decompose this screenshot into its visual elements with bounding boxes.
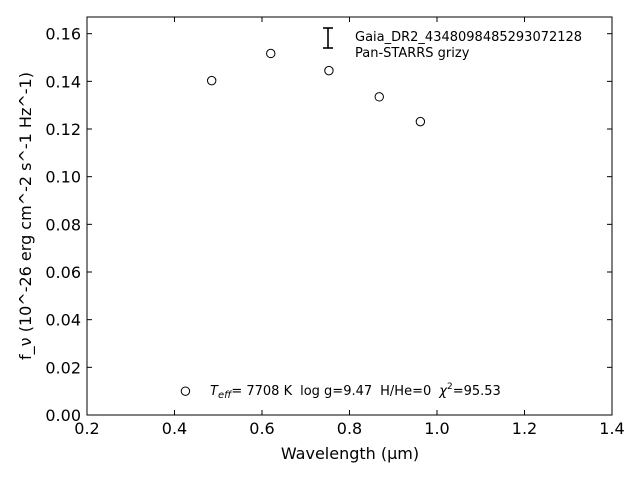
chi-superscript: 2 <box>447 382 453 392</box>
x-axis-label: Wavelength (μm) <box>281 444 419 463</box>
plot-frame <box>86 16 613 416</box>
annotation-circle <box>180 386 191 396</box>
x-tick-label: 1.0 <box>424 419 449 438</box>
x-tick-label: 0.2 <box>74 419 99 438</box>
y-tick-label: 0.08 <box>45 215 81 234</box>
y-axis-label-group: f_ν (10^-26 erg cm^-2 s^-1 Hz^-1) <box>16 72 36 360</box>
x-tick-label: 0.6 <box>249 419 274 438</box>
chi-value: =95.53 <box>453 384 501 399</box>
y-tick-label: 0.12 <box>45 120 81 139</box>
fit-annotation: Teff= 7708 K log g=9.47 H/He=0 χ2=95.53 <box>180 382 501 401</box>
model-circle-point <box>374 92 384 102</box>
logg-value: log g=9.47 <box>300 384 372 399</box>
fit-parameters: Teff= 7708 K log g=9.47 H/He=0 χ2=95.53 <box>210 382 501 401</box>
x-tick-label: 1.2 <box>512 419 537 438</box>
marks-layer <box>206 48 426 127</box>
y-axis-label: f_ν (10^-26 erg cm^-2 s^-1 Hz^-1) <box>16 72 36 360</box>
x-tick-label: 0.4 <box>162 419 187 438</box>
y-tick-label: 0.14 <box>45 72 81 91</box>
model-circle-point <box>415 116 426 127</box>
chi-symbol: χ <box>438 384 448 399</box>
annotation-circle-marker <box>180 386 191 396</box>
legend-errorbar-marker <box>323 27 333 49</box>
y-tick-label: 0.04 <box>45 311 81 330</box>
y-tick-label: 0.00 <box>45 406 81 425</box>
y-tick-label: 0.06 <box>45 263 81 282</box>
model-circle-point <box>206 75 217 86</box>
y-tick-label: 0.10 <box>45 168 81 187</box>
legend: Gaia_DR2_4348098485293072128 Pan-STARRS … <box>323 27 582 61</box>
ticks-layer: 0.2 0.4 0.6 0.8 1.0 1.2 1.4 0.00 0.02 0.04 0.06 0.0… <box>45 17 625 438</box>
y-tick-label: 0.16 <box>45 25 81 44</box>
legend-photometry: Pan-STARRS grizy <box>355 46 470 61</box>
hhe-value: H/He=0 <box>380 384 431 399</box>
x-tick-label: 0.8 <box>337 419 362 438</box>
model-circle-point <box>266 48 276 59</box>
teff-subscript: eff <box>218 390 233 401</box>
y-tick-label: 0.02 <box>45 358 81 377</box>
teff-symbol: T <box>210 384 219 399</box>
x-tick-label: 1.4 <box>599 419 624 438</box>
legend-object-name: Gaia_DR2_4348098485293072128 <box>355 30 582 45</box>
teff-value: = 7708 K <box>231 384 292 399</box>
model-circle-point <box>324 65 334 76</box>
